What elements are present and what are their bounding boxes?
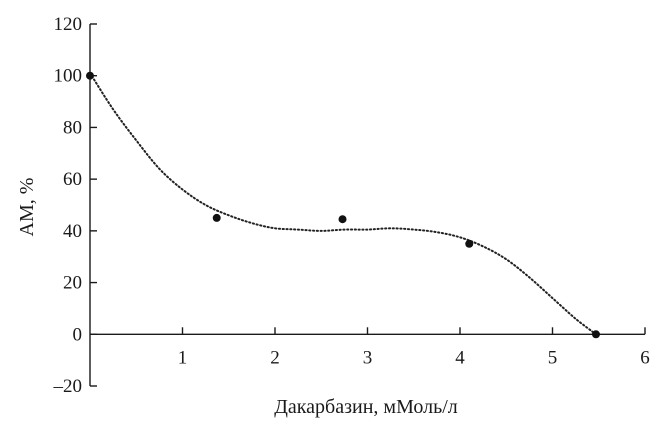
x-tick-label: 1 — [178, 347, 188, 368]
y-tick-label: 120 — [54, 14, 83, 35]
y-axis-title: АМ, % — [16, 178, 38, 237]
x-tick-label: 6 — [640, 347, 650, 368]
trend-line-group — [89, 72, 597, 336]
data-point — [338, 215, 347, 224]
x-tick-label: 5 — [548, 347, 558, 368]
data-points — [86, 71, 600, 339]
y-tick-label: 100 — [54, 66, 83, 87]
y-tick-label: 20 — [63, 273, 82, 294]
data-point — [86, 71, 94, 80]
trend-line — [89, 72, 597, 336]
y-tick-label: 0 — [73, 324, 83, 345]
data-point — [591, 330, 600, 339]
data-point — [212, 213, 221, 222]
x-axis-title: Дакарбазин, мМоль/л — [274, 396, 458, 418]
x-tick-label: 4 — [455, 347, 465, 368]
y-tick-label: 80 — [63, 117, 82, 138]
x-tick-label: 3 — [363, 347, 373, 368]
axes: –20 0 20 40 60 80 100 120 1 2 3 4 5 6 — [53, 14, 650, 397]
y-tick-label: 40 — [63, 221, 82, 242]
x-tick-label: 2 — [270, 347, 280, 368]
data-point — [465, 239, 474, 248]
y-tick-label: 60 — [63, 169, 82, 190]
y-tick-label: –20 — [53, 376, 83, 397]
